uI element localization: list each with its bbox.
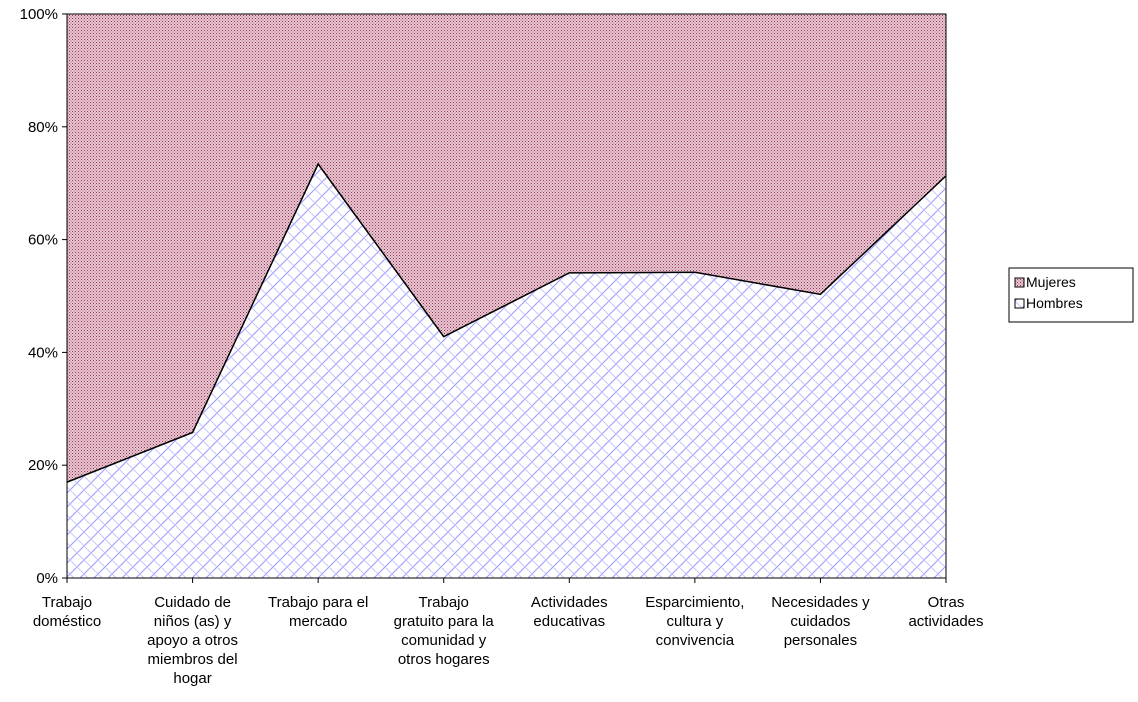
y-tick-label: 100% <box>20 6 58 23</box>
series-area-hombres <box>67 164 946 579</box>
x-category-label: Trabajo para el mercado <box>268 594 368 630</box>
legend-box <box>1008 267 1134 323</box>
y-tick-label: 40% <box>28 344 58 361</box>
x-category-label: Trabajo gratuito para la comunidad y otros … <box>394 594 495 668</box>
x-category-label: Cuidado de niños (as) y apoyo a otros miemb… <box>147 594 238 687</box>
x-category-label: Trabajo doméstico <box>33 594 101 630</box>
x-category-label: Necesidades y cuidados personales <box>771 594 870 649</box>
plot-frame <box>66 13 947 579</box>
y-tick-label: 20% <box>28 457 58 474</box>
y-tick-label: 80% <box>28 119 58 136</box>
x-category-label: Otras actividades <box>908 594 983 630</box>
y-tick-label: 60% <box>28 232 58 249</box>
legend-swatch-hombres <box>1014 298 1025 309</box>
legend-swatch-mujeres <box>1014 277 1025 288</box>
x-category-label: Esparcimiento, cultura y convivencia <box>645 594 744 649</box>
y-tick-label: 0% <box>36 570 58 587</box>
series-boundary-line <box>66 162 947 483</box>
legend-label-hombres: Hombres <box>1026 295 1083 311</box>
x-category-label: Actividades educativas <box>531 594 608 630</box>
axes: 0% 20% 40% 60% 80% 100% Trabajo doméstico Cuidad… <box>20 6 984 687</box>
legend-label-mujeres: Mujeres <box>1026 274 1076 290</box>
plot-area <box>66 14 947 579</box>
legend: Mujeres Hombres <box>1008 267 1134 323</box>
series-area-mujeres <box>67 14 946 483</box>
